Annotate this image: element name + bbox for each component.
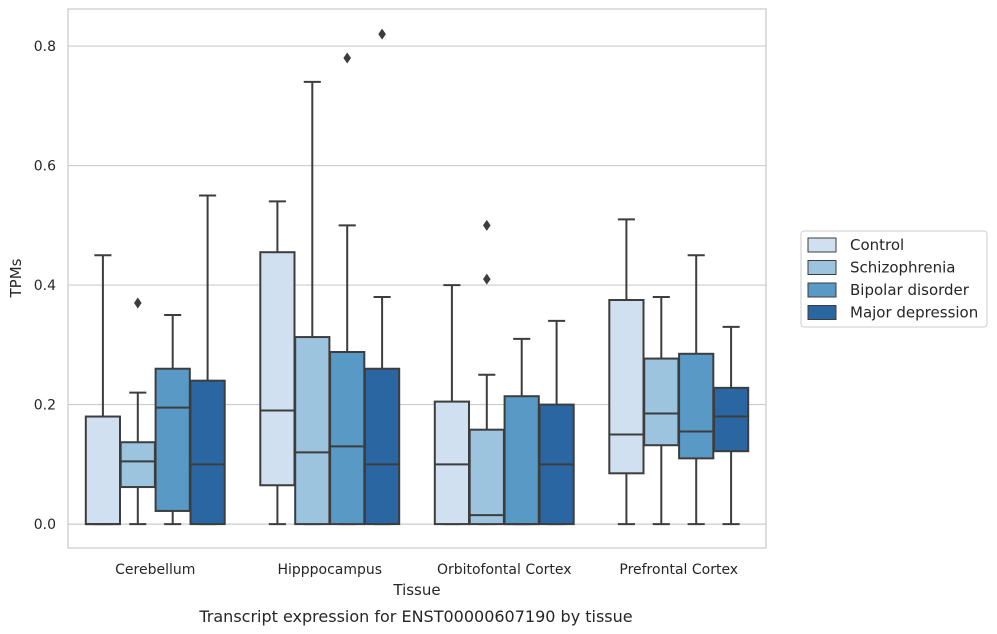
box-iqr (189, 379, 226, 526)
box-iqr (154, 367, 191, 512)
box-schizophrenia (119, 297, 156, 526)
x-tick-label: Hipppocampus (277, 562, 382, 578)
box-iqr (678, 352, 715, 460)
legend: Control Schizophrenia Bipolar disorder Majo… (800, 230, 988, 328)
box-iqr (294, 336, 331, 526)
y-tick-label: 0.8 (34, 39, 56, 55)
box-bipolar-disorder (329, 52, 366, 526)
box-bipolar-disorder (678, 254, 715, 526)
boxes (84, 28, 750, 526)
box-schizophrenia (294, 80, 331, 526)
plot-area-frame (67, 8, 767, 549)
outlier-point (483, 219, 491, 231)
box-iqr (503, 395, 540, 526)
box-iqr (468, 428, 505, 526)
outlier-point (343, 52, 351, 64)
outlier-point (483, 273, 491, 285)
legend-swatch (807, 260, 837, 275)
y-tick-label: 0.4 (34, 278, 56, 294)
y-tick-label: 0.6 (34, 159, 56, 175)
outlier-point (378, 28, 386, 40)
x-tick-label: Cerebellum (115, 562, 195, 578)
box-iqr (712, 386, 750, 453)
legend-label: Bipolar disorder (850, 281, 970, 299)
legend-label: Control (850, 236, 904, 254)
legend-swatch (807, 237, 837, 253)
box-bipolar-disorder (154, 313, 191, 526)
box-bipolar-disorder (503, 337, 540, 526)
box-iqr (329, 351, 366, 526)
box-iqr (259, 251, 296, 487)
y-tick-label: 0.0 (34, 517, 56, 533)
box-schizophrenia (468, 219, 505, 526)
box-control (259, 200, 296, 526)
box-iqr (363, 367, 401, 526)
legend-swatch (807, 282, 837, 298)
box-iqr (433, 400, 471, 526)
legend-swatch (807, 305, 837, 320)
box-major-depression (538, 319, 575, 526)
box-major-depression (189, 194, 226, 526)
box-control (608, 218, 645, 526)
y-axis-title: TPMs (7, 258, 25, 298)
outlier-point (134, 297, 142, 309)
x-axis-title: Tissue (392, 581, 440, 599)
x-tick-label: Prefrontal Cortex (619, 562, 738, 578)
box-control (84, 254, 122, 526)
box-major-depression (712, 325, 750, 526)
legend-frame (800, 230, 988, 328)
box-iqr (643, 357, 680, 447)
y-tick-label: 0.2 (34, 398, 56, 414)
box-iqr (84, 415, 122, 526)
box-iqr (119, 441, 156, 489)
y-axis: 0.0 0.2 0.4 0.6 0.8 (34, 39, 56, 533)
box-major-depression (363, 28, 401, 526)
legend-label: Major depression (850, 304, 978, 322)
chart-caption: Transcript expression for ENST0000060719… (198, 607, 632, 626)
box-control (433, 284, 471, 526)
legend-label: Schizophrenia (850, 259, 955, 277)
x-tick-label: Orbitofontal Cortex (437, 562, 572, 578)
x-axis: Cerebellum Hipppocampus Orbitofontal Corte… (115, 562, 738, 578)
box-schizophrenia (643, 296, 680, 526)
box-iqr (608, 299, 645, 475)
